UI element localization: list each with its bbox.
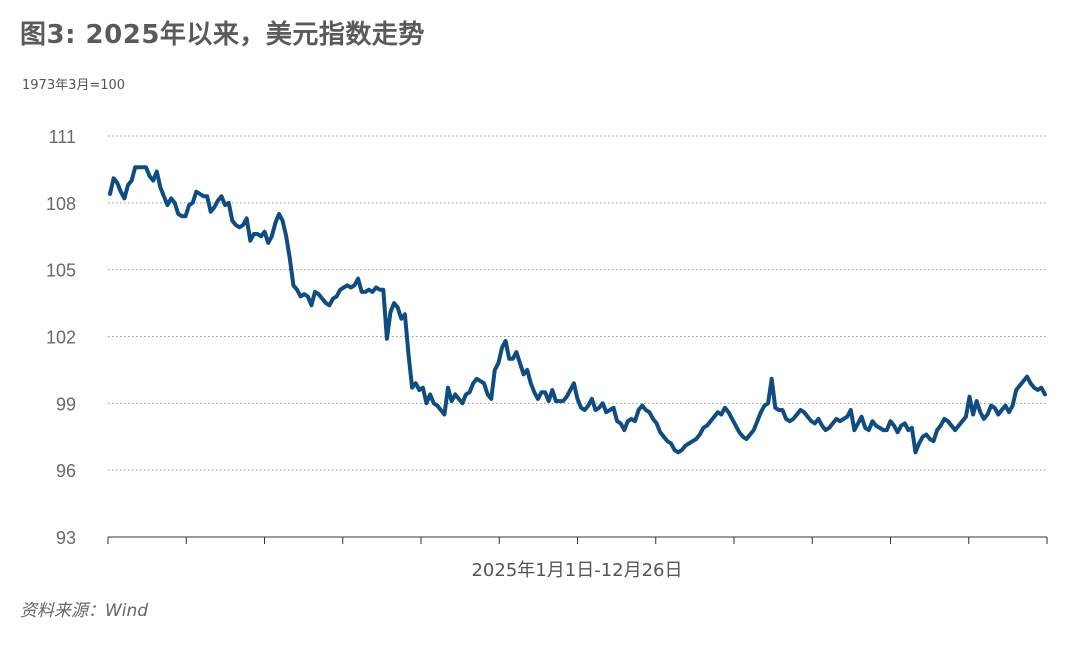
source-note: 资料来源：Wind	[20, 601, 149, 621]
y-axis-unit: 1973年3月=100	[22, 78, 126, 93]
y-tick-label: 93	[56, 528, 76, 548]
y-tick-label: 99	[56, 394, 76, 414]
y-tick-labels: 93 96 99 102 105 108 111	[46, 127, 76, 548]
y-tick-label: 108	[46, 194, 76, 214]
y-tick-label: 111	[49, 127, 76, 147]
x-ticks	[107, 537, 1048, 544]
usd-index-line	[108, 165, 1047, 455]
x-axis-label: 2025年1月1日-12月26日	[471, 560, 682, 581]
line-chart: 93 96 99 102 105 108 111 2025年1月1日-12月26日	[46, 127, 1048, 581]
gridlines	[108, 135, 1047, 471]
y-tick-label: 102	[46, 328, 76, 348]
chart-title: 图3: 2025年以来，美元指数走势	[20, 20, 425, 50]
y-tick-label: 105	[46, 261, 76, 281]
y-tick-label: 96	[56, 461, 76, 481]
